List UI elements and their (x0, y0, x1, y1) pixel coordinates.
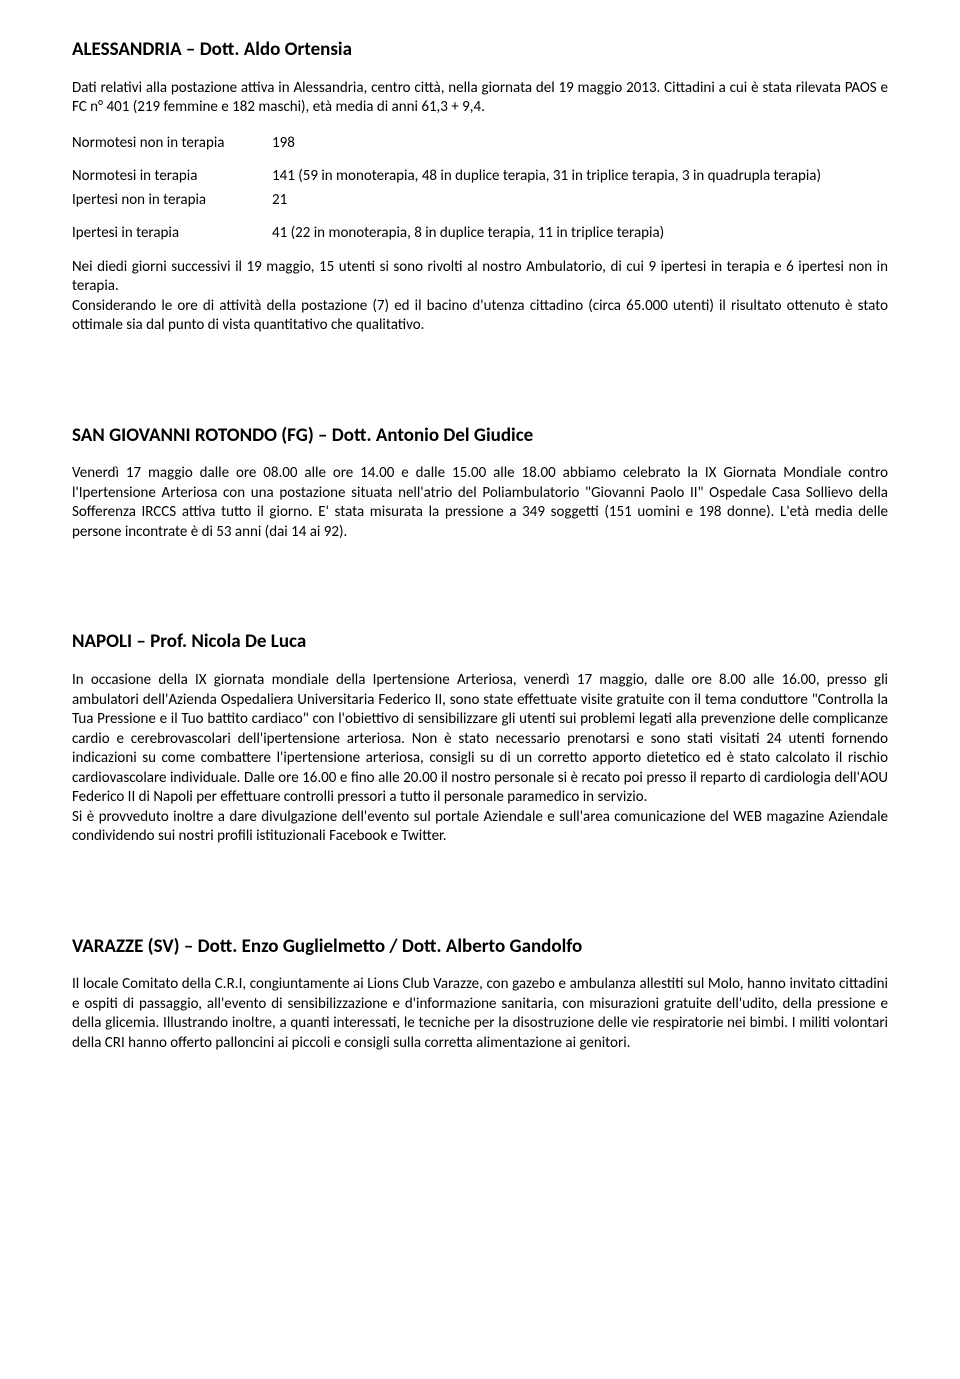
sangiovanni-heading: SAN GIOVANNI ROTONDO (FG) – Dott. Antoni… (72, 424, 888, 449)
normotesi-label: Normotesi in terapia (72, 167, 272, 187)
varazze-heading: VARAZZE (SV) – Dott. Enzo Guglielmetto /… (72, 935, 888, 960)
varazze-para: Il locale Comitato della C.R.I, congiunt… (72, 975, 888, 1053)
napoli-para1: In occasione della IX giornata mondiale … (72, 671, 888, 808)
ipertesi-non-label: Ipertesi non in terapia (72, 191, 272, 211)
normotesi-non-label: Normotesi non in terapia (72, 134, 272, 154)
alessandria-para2: Nei diedi giorni successivi il 19 maggio… (72, 258, 888, 297)
ipertesi-label: Ipertesi in terapia (72, 224, 272, 244)
ipertesi-value: 41 (22 in monoterapia, 8 in duplice tera… (272, 224, 888, 244)
napoli-heading: NAPOLI – Prof. Nicola De Luca (72, 630, 888, 655)
normotesi-value: 141 (59 in monoterapia, 48 in duplice te… (272, 167, 888, 187)
alessandria-heading: ALESSANDRIA – Dott. Aldo Ortensia (72, 38, 888, 63)
alessandria-intro: Dati relativi alla postazione attiva in … (72, 79, 888, 118)
normotesi-non-value: 198 (272, 134, 888, 154)
sangiovanni-para: Venerdì 17 maggio dalle ore 08.00 alle o… (72, 464, 888, 542)
ipertesi-non-value: 21 (272, 191, 888, 211)
alessandria-para3: Considerando le ore di attività della po… (72, 297, 888, 336)
napoli-para2: Si è provveduto inoltre a dare divulgazi… (72, 808, 888, 847)
